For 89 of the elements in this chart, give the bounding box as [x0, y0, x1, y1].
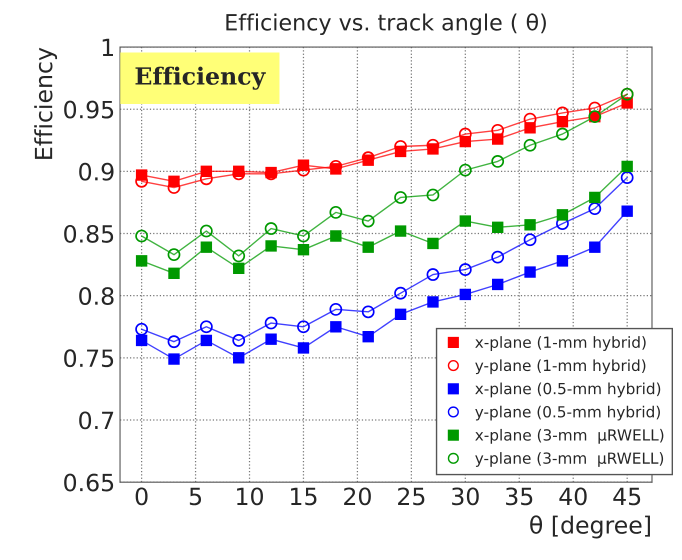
point	[362, 242, 374, 253]
legend-label: x-plane (0.5-mm hybrid)	[475, 382, 660, 398]
point	[394, 286, 407, 300]
point	[524, 138, 536, 152]
point	[556, 209, 568, 221]
point	[427, 296, 439, 308]
point	[297, 320, 310, 334]
point	[168, 353, 180, 365]
point	[232, 334, 246, 347]
x-tick-label: 20	[344, 487, 371, 506]
point	[297, 230, 310, 242]
point	[524, 266, 536, 278]
legend-label: y-plane (1-mm hybrid)	[475, 359, 646, 374]
x-tick-label: 45	[613, 488, 640, 506]
point	[426, 188, 440, 202]
y-tick-label: 0.9	[79, 162, 114, 181]
y-tick-label: 0.7	[79, 411, 114, 430]
point	[200, 242, 212, 253]
point	[589, 242, 600, 253]
x-tick-label: 10	[237, 487, 263, 506]
point	[168, 335, 180, 348]
point	[621, 205, 633, 217]
point	[200, 224, 213, 238]
point	[458, 263, 472, 276]
point	[168, 248, 180, 262]
point	[233, 352, 244, 364]
point	[265, 240, 277, 252]
point	[200, 320, 213, 334]
y-tick-label: 0.8	[79, 287, 114, 305]
point	[136, 334, 148, 346]
legend-label: x-plane (3-mm μRWELL)	[475, 428, 664, 444]
point	[460, 215, 472, 227]
point	[362, 214, 375, 228]
point	[589, 192, 600, 204]
point	[492, 222, 504, 233]
point	[394, 191, 407, 204]
point	[427, 238, 439, 250]
point	[135, 322, 148, 336]
point	[330, 230, 342, 242]
point	[200, 334, 212, 346]
y-axis-title: Efficiency	[34, 48, 58, 159]
y-tick-label: 1	[102, 38, 113, 56]
x-tick-label: 0	[136, 487, 148, 506]
x-tick-label: 40	[559, 487, 587, 506]
point	[620, 171, 634, 184]
legend-label: y-plane (3-mm μRWELL)	[475, 452, 664, 467]
point	[232, 250, 246, 262]
point	[135, 230, 148, 242]
point	[460, 288, 472, 300]
point	[265, 333, 277, 345]
point	[233, 262, 244, 274]
point	[330, 321, 342, 332]
point	[264, 316, 278, 330]
y-tick-label: 0.95	[64, 100, 114, 119]
point	[298, 342, 310, 354]
y-tick-label: 0.75	[64, 349, 114, 368]
annotation: Efficiency	[136, 66, 266, 90]
point	[524, 219, 536, 231]
x-tick-label: 35	[506, 487, 532, 506]
point	[298, 244, 310, 256]
y-tick-label: 0.65	[64, 474, 114, 492]
point	[136, 255, 148, 267]
point	[492, 278, 504, 290]
point	[329, 302, 342, 316]
x-tick-label: 25	[398, 487, 424, 506]
point	[329, 206, 342, 219]
point	[394, 225, 406, 237]
point	[588, 202, 602, 216]
point	[264, 222, 278, 235]
legend-label: x-plane (1-mm hybrid)	[475, 336, 646, 351]
point	[556, 255, 568, 267]
point	[556, 128, 569, 140]
x-tick-label: 30	[452, 487, 479, 506]
x-axis-title: θ [degree]	[530, 515, 650, 538]
point	[362, 305, 375, 318]
point	[491, 155, 504, 168]
point	[491, 250, 504, 264]
chart-title: Efficiency vs. track angle ( θ)	[226, 13, 546, 35]
x-tick-label: 15	[291, 488, 316, 506]
point	[168, 268, 180, 279]
point	[426, 268, 440, 281]
legend-label: y-plane (0.5-mm hybrid)	[475, 406, 660, 421]
point	[394, 308, 406, 320]
point	[524, 233, 536, 246]
point	[458, 164, 472, 177]
point	[362, 331, 374, 342]
y-tick-label: 0.85	[64, 224, 114, 243]
x-tick-label: 5	[190, 488, 202, 506]
point	[621, 160, 633, 172]
